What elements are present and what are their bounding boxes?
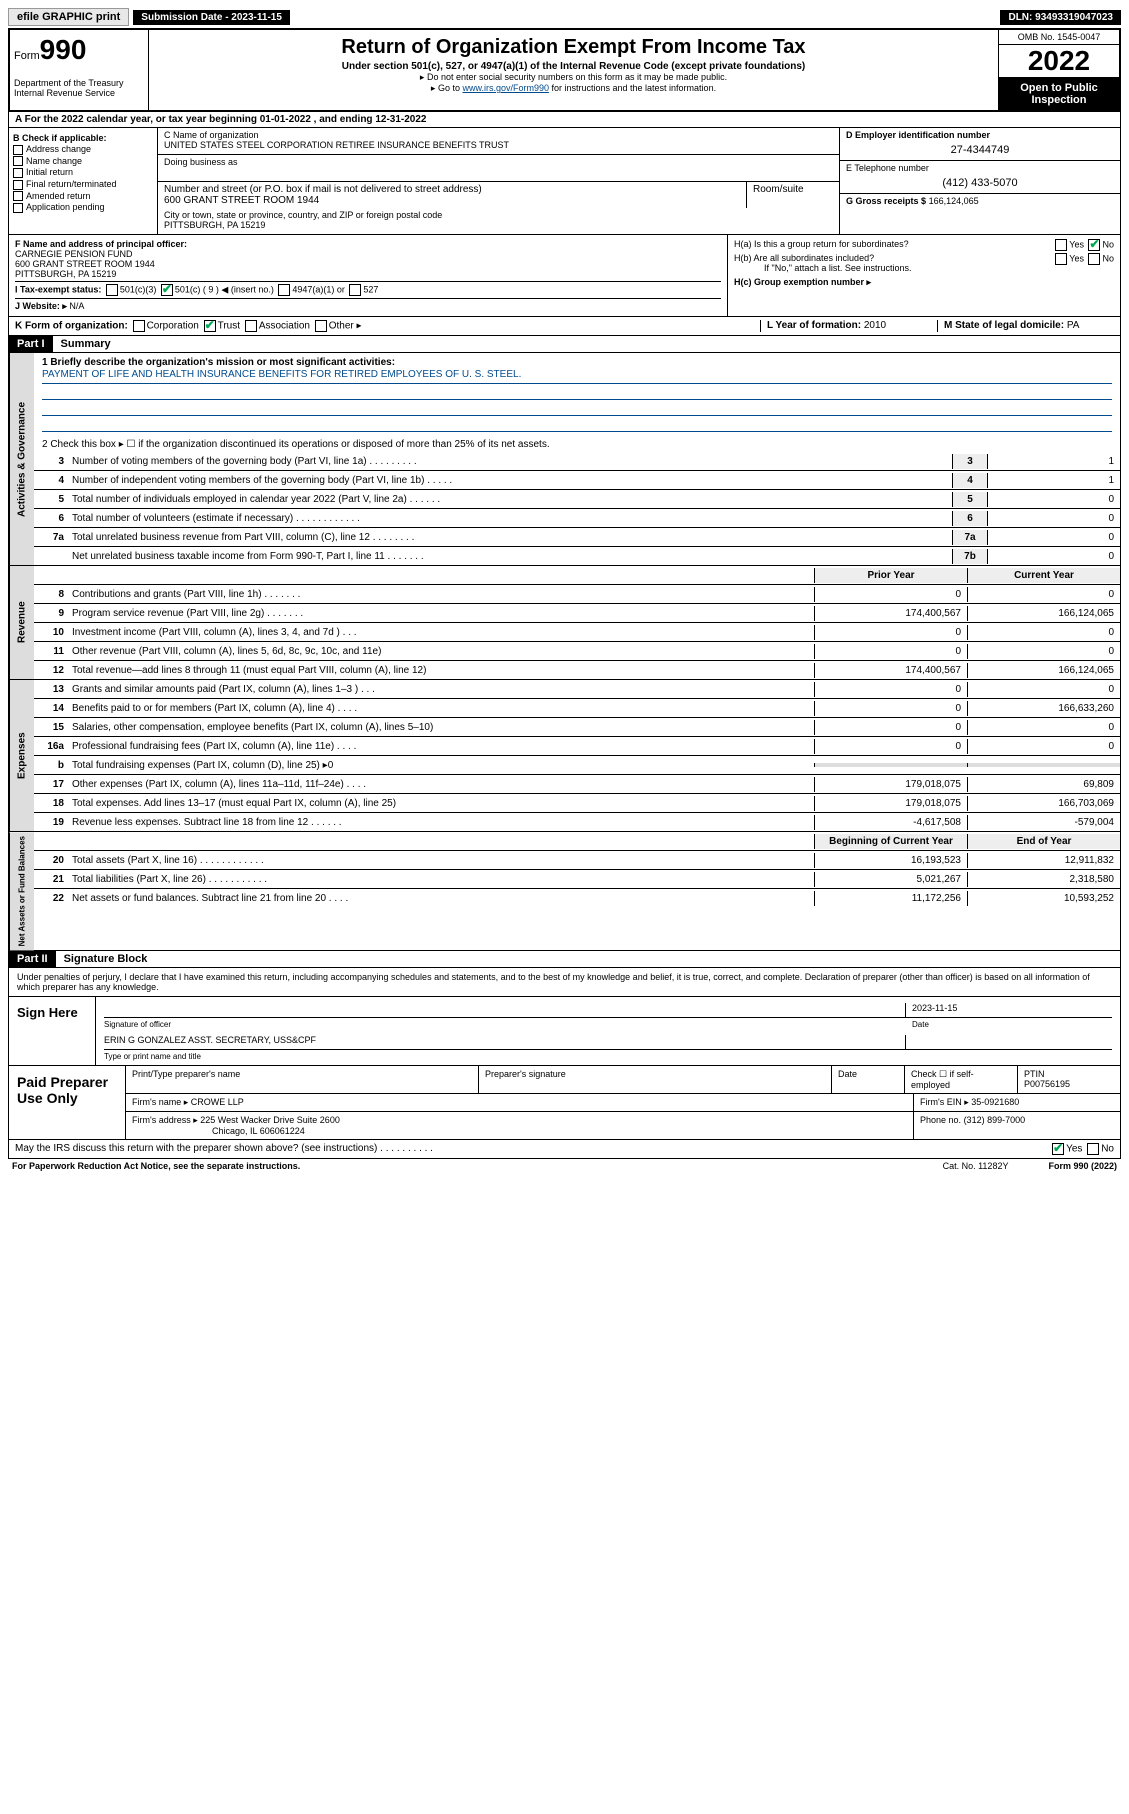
row-k: K Form of organization: Corporation Trus… [8, 317, 1121, 336]
org-city: PITTSBURGH, PA 15219 [164, 220, 833, 230]
firm-phone: (312) 899-7000 [964, 1115, 1026, 1125]
vtab-governance: Activities & Governance [9, 353, 34, 565]
efile-button[interactable]: efile GRAPHIC print [8, 8, 129, 26]
firm-name: CROWE LLP [191, 1097, 244, 1107]
ptin-value: P00756195 [1024, 1079, 1070, 1089]
part2-badge: Part II [9, 951, 56, 967]
open-public-badge: Open to Public Inspection [999, 78, 1119, 110]
omb-number: OMB No. 1545-0047 [999, 30, 1119, 45]
part1-badge: Part I [9, 336, 53, 352]
gross-receipts: 166,124,065 [929, 196, 979, 206]
submission-date: Submission Date - 2023-11-15 [133, 10, 290, 25]
org-name: UNITED STATES STEEL CORPORATION RETIREE … [164, 140, 833, 150]
form-title: Return of Organization Exempt From Incom… [157, 36, 990, 59]
dept-treasury: Department of the Treasury Internal Reve… [14, 78, 144, 98]
col-de: D Employer identification number 27-4344… [840, 128, 1120, 234]
form-header: Form990 Department of the Treasury Inter… [8, 28, 1121, 112]
vtab-netassets: Net Assets or Fund Balances [9, 832, 34, 950]
part2-header-row: Part II Signature Block [8, 951, 1121, 968]
mission-text: PAYMENT OF LIFE AND HEALTH INSURANCE BEN… [42, 369, 1112, 384]
part1-header-row: Part I Summary [8, 336, 1121, 353]
firm-ein: 35-0921680 [971, 1097, 1019, 1107]
form-number: Form990 [14, 34, 144, 66]
part1-title: Summary [53, 336, 119, 352]
tax-year: 2022 [999, 45, 1119, 78]
vtab-revenue: Revenue [9, 566, 34, 679]
expenses-block: Expenses 13Grants and similar amounts pa… [8, 680, 1121, 832]
org-address: 600 GRANT STREET ROOM 1944 [164, 195, 740, 206]
info-block: B Check if applicable: Address change Na… [8, 128, 1121, 235]
part2-title: Signature Block [56, 951, 156, 967]
sig-date: 2023-11-15 [905, 1003, 1112, 1017]
col-b-checkboxes: B Check if applicable: Address change Na… [9, 128, 158, 234]
page-footer: For Paperwork Reduction Act Notice, see … [8, 1159, 1121, 1173]
top-toolbar: efile GRAPHIC print Submission Date - 20… [8, 8, 1121, 26]
part1-body: Activities & Governance 1 Briefly descri… [8, 353, 1121, 566]
row-f-h: F Name and address of principal officer:… [8, 235, 1121, 317]
signer-name: ERIN G GONZALEZ ASST. SECRETARY, USS&CPF [104, 1035, 905, 1049]
vtab-expenses: Expenses [9, 680, 34, 831]
col-c-org: C Name of organization UNITED STATES STE… [158, 128, 840, 234]
discuss-row: May the IRS discuss this return with the… [8, 1140, 1121, 1159]
ein-value: 27-4344749 [846, 144, 1114, 156]
dln-label: DLN: 93493319047023 [1000, 10, 1121, 25]
form-subtitle: Under section 501(c), 527, or 4947(a)(1)… [157, 61, 990, 72]
irs-link[interactable]: www.irs.gov/Form990 [462, 83, 549, 93]
note-link: ▸ Go to www.irs.gov/Form990 for instruct… [157, 83, 990, 94]
revenue-block: Revenue Prior Year Current Year 8Contrib… [8, 566, 1121, 680]
phone-value: (412) 433-5070 [846, 177, 1114, 189]
signature-block: Under penalties of perjury, I declare th… [8, 968, 1121, 1066]
declaration-text: Under penalties of perjury, I declare th… [9, 968, 1120, 996]
sign-here-label: Sign Here [9, 997, 96, 1065]
row-a-period: A For the 2022 calendar year, or tax yea… [8, 112, 1121, 128]
paid-preparer-block: Paid Preparer Use Only Print/Type prepar… [8, 1066, 1121, 1140]
netassets-block: Net Assets or Fund Balances Beginning of… [8, 832, 1121, 951]
note-ssn: ▸ Do not enter social security numbers o… [157, 72, 990, 83]
paid-label: Paid Preparer Use Only [9, 1066, 126, 1139]
